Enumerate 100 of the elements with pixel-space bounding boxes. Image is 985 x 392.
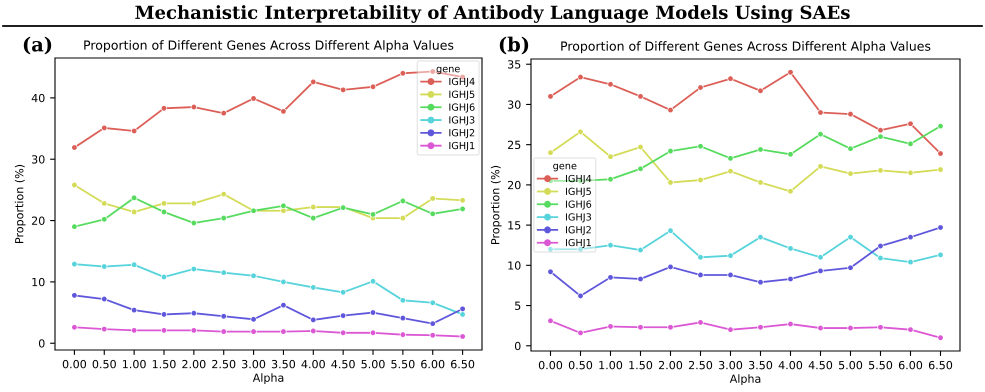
- point: [220, 191, 227, 198]
- point: [430, 332, 436, 338]
- legend-label: IGHJ4: [449, 78, 475, 87]
- point: [370, 330, 376, 336]
- x-tick-label: 1.00: [599, 360, 622, 370]
- x-tick-label: 6.50: [928, 360, 952, 370]
- y-tick-label: 10: [32, 278, 45, 286]
- point: [250, 272, 257, 279]
- point: [101, 124, 108, 132]
- point: [220, 328, 227, 335]
- x-tick-label: 6.00: [421, 360, 444, 368]
- x-tick-label: 0.50: [92, 360, 116, 368]
- point: [459, 206, 466, 212]
- y-tick-label: 20: [32, 216, 45, 225]
- point: [310, 284, 316, 291]
- point: [787, 320, 794, 328]
- point: [877, 127, 884, 134]
- chart-title: Proportion of Different Genes Across Different Alpha Values: [561, 41, 930, 54]
- chart-title: Proportion of Different Genes Across Different Alpha Values: [84, 40, 454, 52]
- point: [757, 146, 764, 153]
- point: [757, 234, 764, 240]
- point: [280, 202, 287, 209]
- point: [160, 327, 168, 334]
- point: [937, 224, 944, 231]
- y-tick-label: 0: [514, 342, 521, 350]
- point: [71, 292, 78, 299]
- point: [847, 234, 854, 240]
- point: [637, 246, 644, 254]
- point: [907, 170, 914, 176]
- point: [400, 70, 406, 76]
- y-axis-title: Proportion (%): [490, 166, 502, 244]
- x-tick-label: 6.50: [450, 360, 474, 368]
- point: [727, 252, 734, 259]
- point: [877, 134, 884, 140]
- x-tick-label: 5.00: [362, 360, 385, 368]
- point: [877, 242, 884, 250]
- y-tick-label: 0: [38, 339, 45, 348]
- point: [697, 272, 704, 278]
- point: [817, 254, 824, 260]
- legend-label: IGHJ6: [449, 103, 475, 113]
- point: [310, 328, 316, 334]
- x-tick-label: 4.00: [301, 360, 325, 368]
- y-tick-label: 25: [508, 140, 520, 150]
- point: [101, 263, 108, 270]
- text: (b): [500, 36, 528, 54]
- x-tick-label: 3.50: [748, 360, 772, 370]
- point: [817, 131, 824, 138]
- point: [787, 188, 794, 194]
- point: [160, 208, 168, 216]
- point: [607, 274, 614, 281]
- point: [727, 326, 734, 333]
- point: [547, 318, 554, 324]
- point: [607, 81, 614, 88]
- point: [727, 155, 734, 162]
- point: [131, 208, 138, 216]
- point: [637, 93, 644, 100]
- point: [310, 78, 316, 86]
- point: [340, 312, 346, 319]
- point: [847, 110, 854, 118]
- x-tick-label: 3.00: [718, 360, 742, 370]
- point: [430, 210, 436, 217]
- point: [190, 310, 197, 316]
- point: [817, 324, 824, 332]
- x-tick-label: 1.50: [629, 360, 652, 370]
- point: [370, 84, 376, 90]
- point: [220, 110, 227, 116]
- point: [577, 74, 584, 80]
- point: [667, 106, 674, 114]
- point: [637, 144, 644, 150]
- point: [907, 258, 914, 266]
- x-tick-label: 2.00: [182, 360, 206, 368]
- point: [459, 333, 466, 340]
- point: [817, 163, 824, 170]
- x-tick-label: 0.50: [568, 360, 592, 370]
- x-tick-label: 4.00: [778, 360, 802, 370]
- point: [787, 151, 794, 158]
- point: [370, 309, 376, 316]
- point: [131, 307, 138, 314]
- point: [190, 266, 197, 272]
- point: [787, 69, 794, 76]
- point: [697, 84, 704, 91]
- point: [697, 143, 704, 150]
- point: [190, 200, 197, 207]
- point: [71, 260, 78, 268]
- point: [847, 264, 854, 271]
- x-axis-title: Alpha: [252, 373, 284, 384]
- legend-label: IGHJ4: [566, 174, 592, 184]
- y-tick-label: 5: [515, 302, 520, 310]
- point: [430, 195, 436, 202]
- point: [459, 197, 466, 204]
- point: [280, 328, 287, 335]
- point: [757, 179, 764, 186]
- point: [71, 144, 78, 151]
- x-tick-label: 6.00: [898, 360, 922, 370]
- x-tick-label: 3.00: [242, 360, 266, 368]
- point: [727, 76, 734, 82]
- x-tick-label: 1.50: [152, 360, 176, 368]
- point: [310, 214, 316, 222]
- x-tick-label: 2.00: [658, 360, 682, 370]
- point: [607, 323, 614, 330]
